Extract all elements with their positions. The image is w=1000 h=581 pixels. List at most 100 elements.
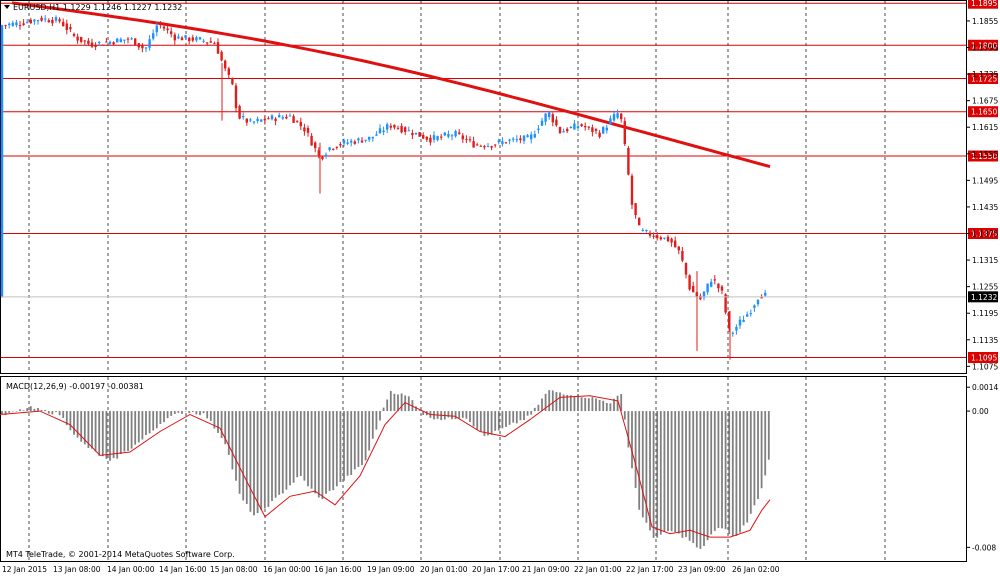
candle-bull [155,25,158,33]
macd-bar [91,411,93,449]
price-tick-label: 1.1615 [972,123,998,132]
candle-bear [717,283,720,289]
candle-bull [609,118,612,125]
candle-bear [594,128,598,131]
candle-bear [558,126,562,134]
macd-bar [544,393,547,412]
candle-bear [580,124,583,127]
macd-bar [638,411,641,510]
macd-pane-frame [0,376,967,562]
candle-bull [368,136,371,140]
macd-bar [325,411,327,494]
candle-bear [4,25,7,27]
candle-bear [317,150,320,156]
triangle-down-icon[interactable] [4,5,10,9]
chart-header-text: EURUSD,H1 1.1229 1.1246 1.1227 1.1232 [13,3,182,12]
macd-bar [109,411,111,461]
candle-bull [735,327,738,331]
macd-bar [490,411,493,435]
candle-bull [144,47,148,49]
symbol-header[interactable]: EURUSD,H1 1.1229 1.1246 1.1227 1.1232 [4,3,182,12]
macd-bar [4,411,7,416]
horizontal-levels: 1.1895 1.1800 1.1725 1.1650 1.1550 1.1375 1.10… [1,0,998,363]
candle-bear [65,23,68,30]
time-tick-label: 14 Jan 00:00 [107,565,155,574]
price-tick-label: 1.1795 [972,44,998,53]
macd-bar [447,411,450,418]
candle-bear [440,136,443,138]
candle-bear [134,38,137,46]
candle-bull [324,154,328,157]
macd-bar [649,411,651,531]
candle-bull [501,141,504,145]
candle-bear [216,42,220,54]
vertical-grid [28,1,886,561]
macd-bar [177,411,180,413]
macd-bar [44,409,47,412]
candle-bear [620,113,623,120]
candle-bull [746,314,749,317]
candle-bear [494,144,497,146]
macd-bar [703,411,705,546]
macd-bar [591,397,594,412]
candle-bull [11,22,14,26]
candle-bear [224,60,227,69]
macd-bar [613,398,615,412]
macd-bar [760,411,763,489]
candle-bull [414,132,418,135]
candle-bear [332,148,335,150]
candle-bear [684,262,688,275]
time-tick-label: 16 Jan 16:00 [314,565,362,574]
macd-bar [260,411,263,510]
candle-bear [627,148,630,175]
macd-bar [343,411,345,481]
level-tag-label: 1.1650 [971,108,997,117]
candle-bull [152,33,155,39]
macd-bar [227,411,230,455]
macd-bar [512,411,515,423]
macd-bar [735,411,738,536]
macd-bar [631,411,633,469]
time-tick-label: 22 Jan 17:00 [626,565,674,574]
candle-bull [260,119,263,122]
candle-bull [249,119,252,121]
time-tick-label: 20 Jan 17:00 [472,565,520,574]
candle-bear [296,120,299,122]
macd-bar [739,411,741,533]
candle-bear [630,175,634,205]
macd-bar [335,411,338,487]
macd-bar [681,411,684,538]
candle-bear [173,34,176,41]
candle-bull [26,22,29,24]
candle-bear [18,25,22,27]
candle-bear [677,246,680,251]
macd-bar [292,411,295,483]
macd-bar [317,411,320,498]
candle-bear [227,68,230,75]
candle-bull [710,281,713,287]
macd-bar [688,411,691,541]
macd-bar [155,411,158,429]
candle-bear [285,116,288,119]
level-tag-label: 1.1375 [971,230,997,239]
candle-bear [69,27,72,30]
candle-bull [540,120,544,126]
candle-bull [8,23,11,26]
macd-bar [764,411,767,476]
macd-bar [415,406,417,412]
candle-bear [519,138,522,141]
macd-bar [685,411,687,537]
candle-bull [569,126,572,128]
macd-bar [641,411,644,518]
macd-bar [202,411,205,414]
macd-bar [454,411,457,420]
candle-bear [666,236,670,242]
candle-bull [576,126,580,129]
macd-bar [724,411,727,530]
price-tick-label: 1.1135 [972,336,998,345]
candle-bear [353,141,356,144]
time-tick-label: 21 Jan 09:00 [522,565,570,574]
macd-bar [469,411,471,422]
